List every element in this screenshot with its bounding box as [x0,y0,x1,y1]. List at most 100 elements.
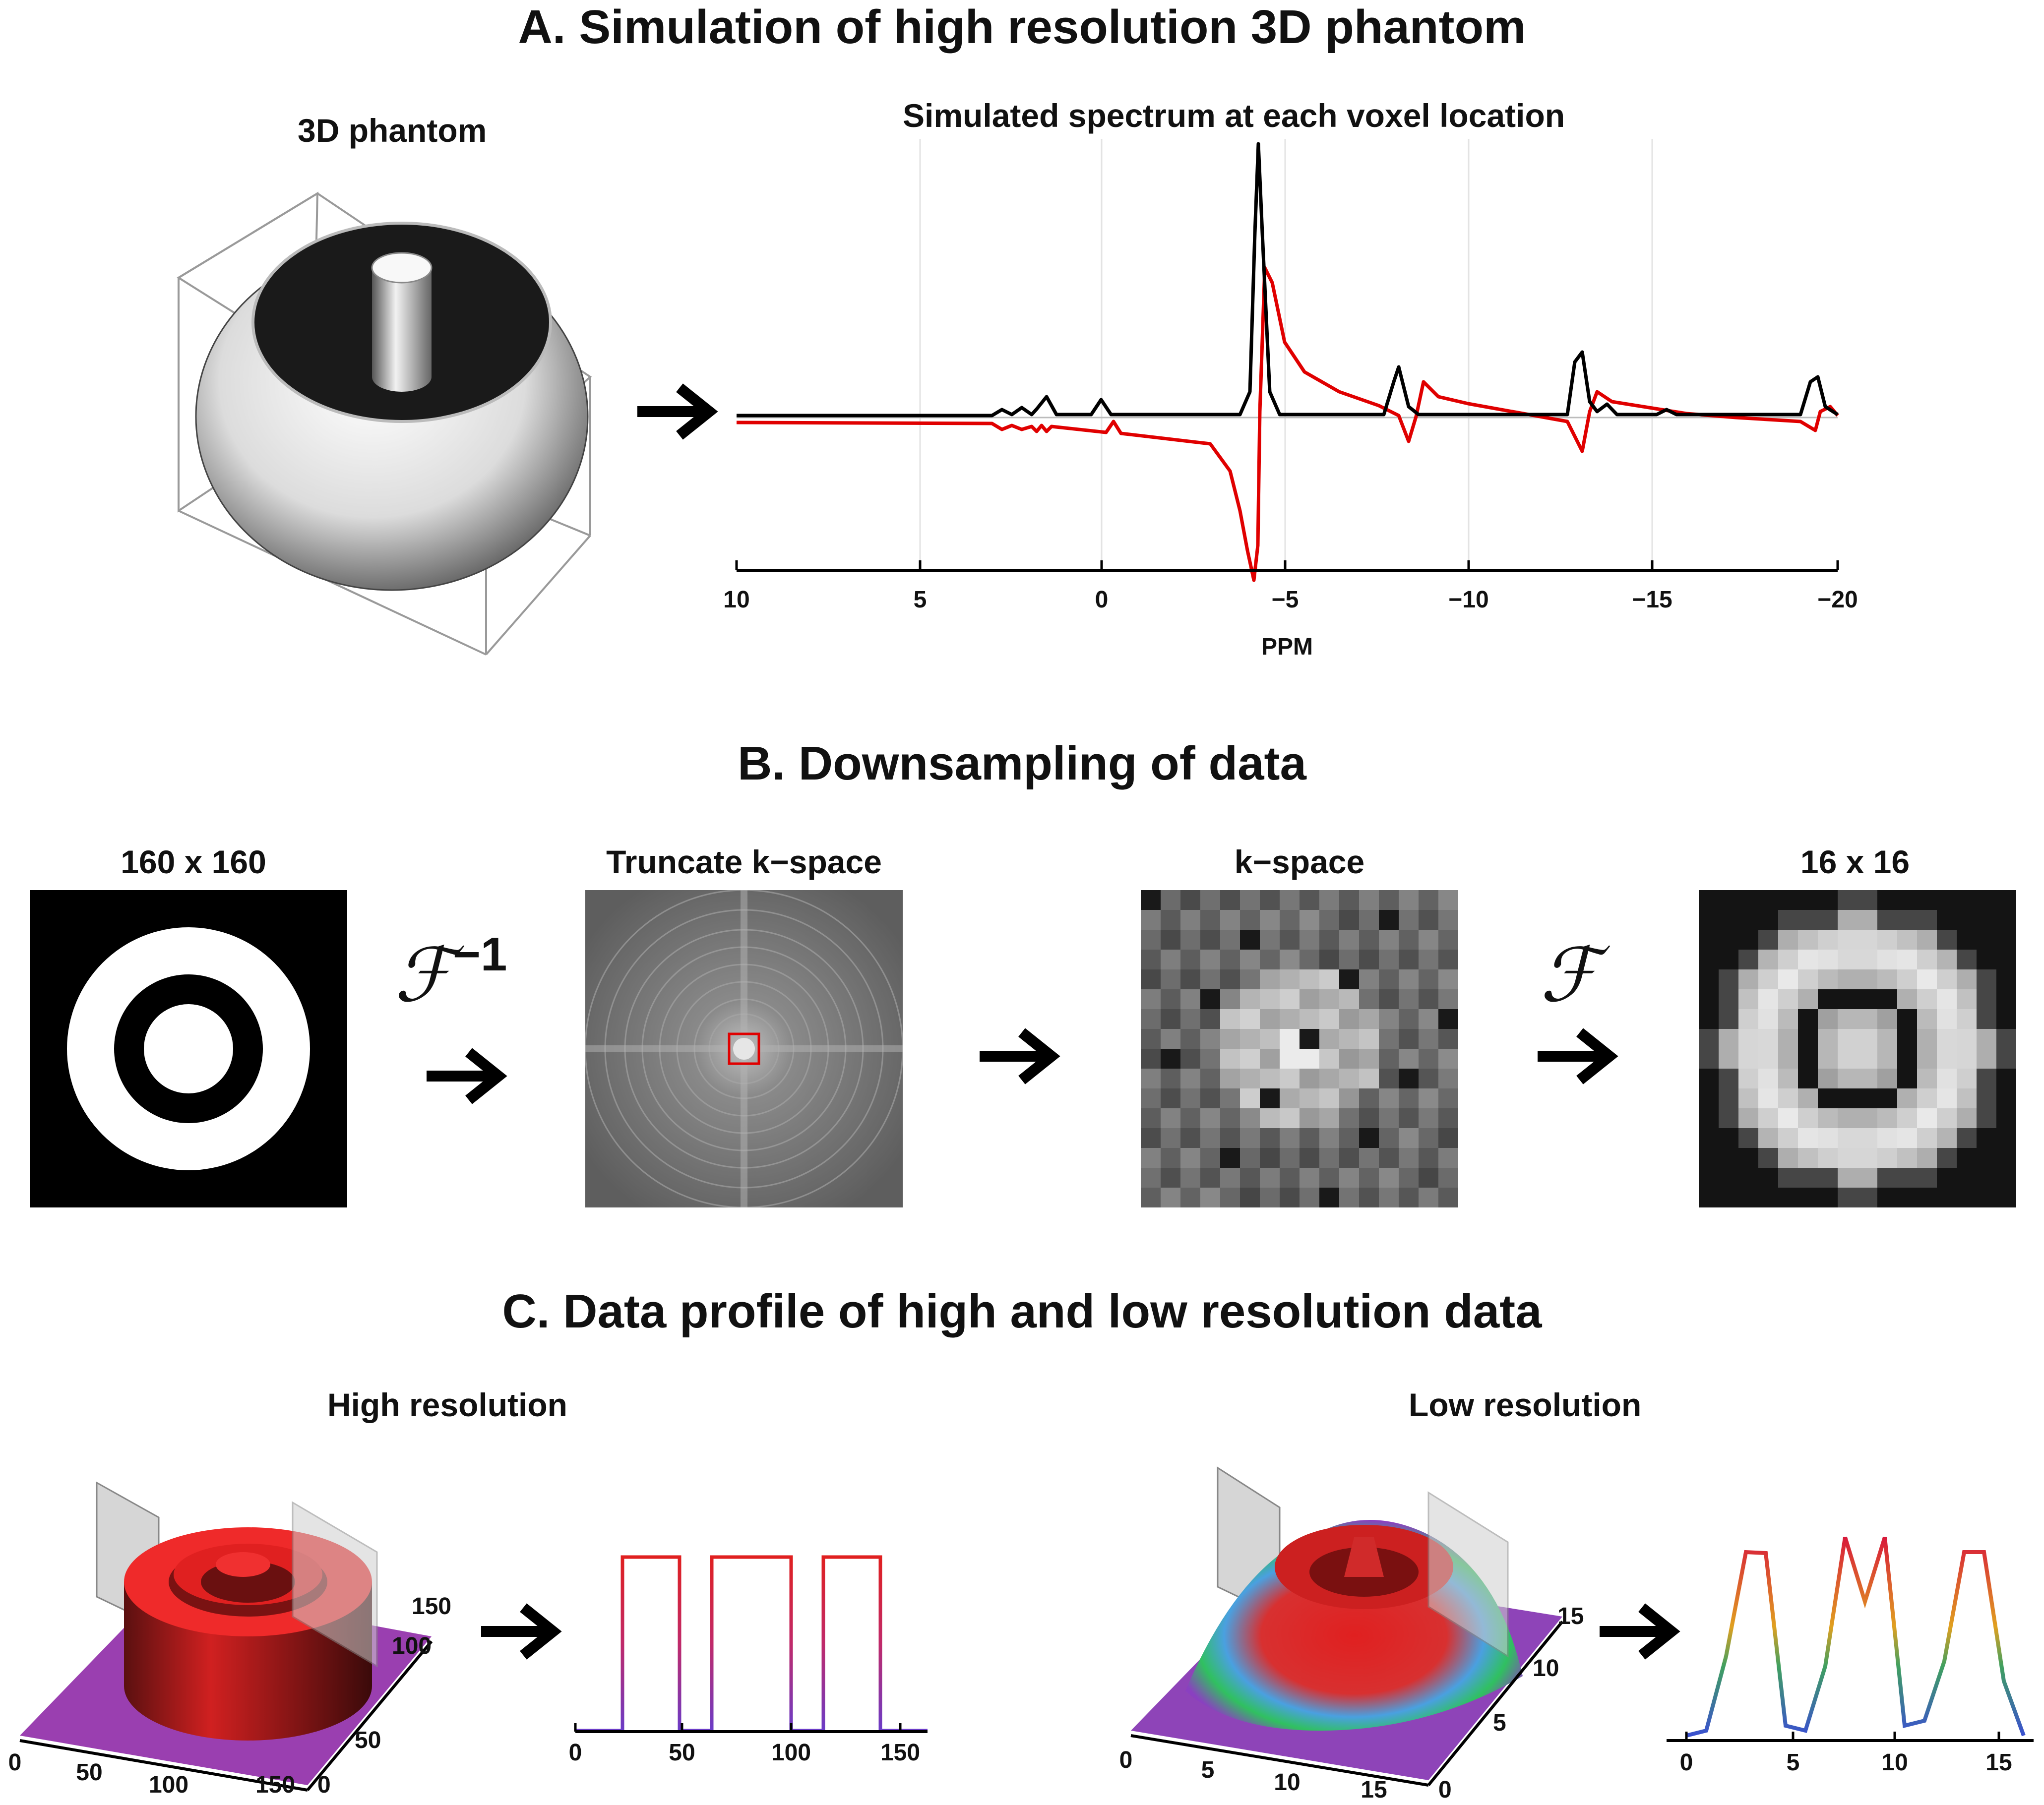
recon-pixel [1778,1029,1798,1049]
kspace-pixel [1359,1049,1379,1069]
kspace-pixel [1180,1128,1200,1148]
kspace-pixel [1141,1029,1161,1049]
recon-pixel [1917,1069,1937,1088]
kspace-pixel [1280,930,1300,950]
recon-pixel [1738,1049,1758,1069]
high-res-surface: 0 50 100 150 0 50 100 150 [8,1481,451,1795]
kspace-pixel [1379,910,1399,930]
kspace-pixel [1300,1168,1319,1188]
recon-pixel [1937,950,1957,969]
kspace-pixel [1280,890,1300,910]
recon-pixel [1957,1168,1977,1188]
kspace-pixel [1319,1148,1339,1168]
spectrum-tick: −20 [1817,587,1858,613]
recon-pixel [1738,1029,1758,1049]
recon-pixel [1738,1108,1758,1128]
kspace-pixel [1419,1148,1438,1168]
kspace-pixel [1161,910,1180,930]
recon-pixel [1957,890,1977,910]
kspace-pixel [1161,1049,1180,1069]
kspace-pixel [1359,1088,1379,1108]
recon-pixel [1996,1188,2016,1207]
recon-pixel [1758,950,1778,969]
recon-pixel [1877,950,1897,969]
recon-pixel [1897,1188,1917,1207]
kspace-pixel [1240,1069,1260,1088]
kspace-pixel [1141,1009,1161,1029]
kspace-pixel [1161,1088,1180,1108]
recon-pixel [1798,1009,1818,1029]
recon-pixel [1699,1108,1719,1128]
recon-pixel [1917,1049,1937,1069]
kspace-full [585,890,903,1207]
recon-pixel [1818,1088,1838,1108]
recon-pixel [1778,1128,1798,1148]
high-profile-tick: 50 [669,1740,695,1766]
recon-pixel [1877,1128,1897,1148]
recon-pixel [1758,1148,1778,1168]
kspace-pixel [1438,890,1458,910]
kspace-pixel [1339,969,1359,989]
recon-pixel [1977,1128,1996,1148]
kspace-pixel [1280,1049,1300,1069]
kspace-pixel [1220,1168,1240,1188]
recon-pixel [1858,989,1877,1009]
recon-pixel [1778,1148,1798,1168]
kspace-pixel [1260,1069,1280,1088]
recon-pixel [1818,1049,1838,1069]
recon-pixel [1957,910,1977,930]
recon-pixel [1937,1069,1957,1088]
recon-pixel [1758,1128,1778,1148]
recon-pixel [1897,930,1917,950]
recon-pixel [1738,969,1758,989]
arrow-icon-c2 [1600,1603,1680,1660]
kspace-pixel [1240,1128,1260,1148]
recon-pixel [1996,1049,2016,1069]
kspace-pixel [1438,1188,1458,1207]
inverse-fourier-symbol: ℱ [394,932,453,1019]
kspace-pixel [1141,1069,1161,1088]
recon-pixel [1838,910,1858,930]
kspace-pixel [1359,910,1379,930]
kspace-pixel [1419,1069,1438,1088]
kspace-pixel [1240,950,1260,969]
recon-pixel [1798,1108,1818,1128]
kspace-pixel [1260,930,1280,950]
kspace-pixel [1280,910,1300,930]
recon-pixel [1858,1108,1877,1128]
recon-pixel [1758,969,1778,989]
kspace-pixel [1359,1108,1379,1128]
kspace-pixel [1141,989,1161,1009]
low3d-tick-side: 5 [1493,1710,1506,1736]
recon-pixel [1699,910,1719,930]
recon-pixel [1818,950,1838,969]
recon-pixel [1818,910,1838,930]
kspace-pixel [1319,910,1339,930]
recon-pixel [1937,890,1957,910]
recon-pixel [1858,1088,1877,1108]
recon-pixel [1937,1168,1957,1188]
kspace-pixel [1220,1009,1240,1029]
kspace-pixel [1280,1069,1300,1088]
recon-pixel [1738,1069,1758,1088]
recon-pixel [1818,1029,1838,1049]
kspace-pixel [1260,1168,1280,1188]
arrow-icon-c1 [481,1603,562,1660]
recon-pixel [1897,1049,1917,1069]
recon-pixel [1996,890,2016,910]
kspace-pixel [1438,989,1458,1009]
spectrum-tick: 0 [1095,587,1109,613]
kspace-pixel [1280,1088,1300,1108]
recon-pixel [1818,1009,1838,1029]
recon-pixel [1937,1128,1957,1148]
kspace-pixel [1240,1088,1260,1108]
recon-pixel [1897,1029,1917,1049]
recon-pixel [1937,1088,1957,1108]
kspace-pixel [1141,1128,1161,1148]
low3d-tick-side: 10 [1533,1655,1559,1682]
recon-pixel [1877,1009,1897,1029]
kspace-pixel [1438,969,1458,989]
recon-pixel [1858,1128,1877,1148]
recon-pixel [1917,1128,1937,1148]
spectrum-tick: −5 [1272,587,1299,613]
